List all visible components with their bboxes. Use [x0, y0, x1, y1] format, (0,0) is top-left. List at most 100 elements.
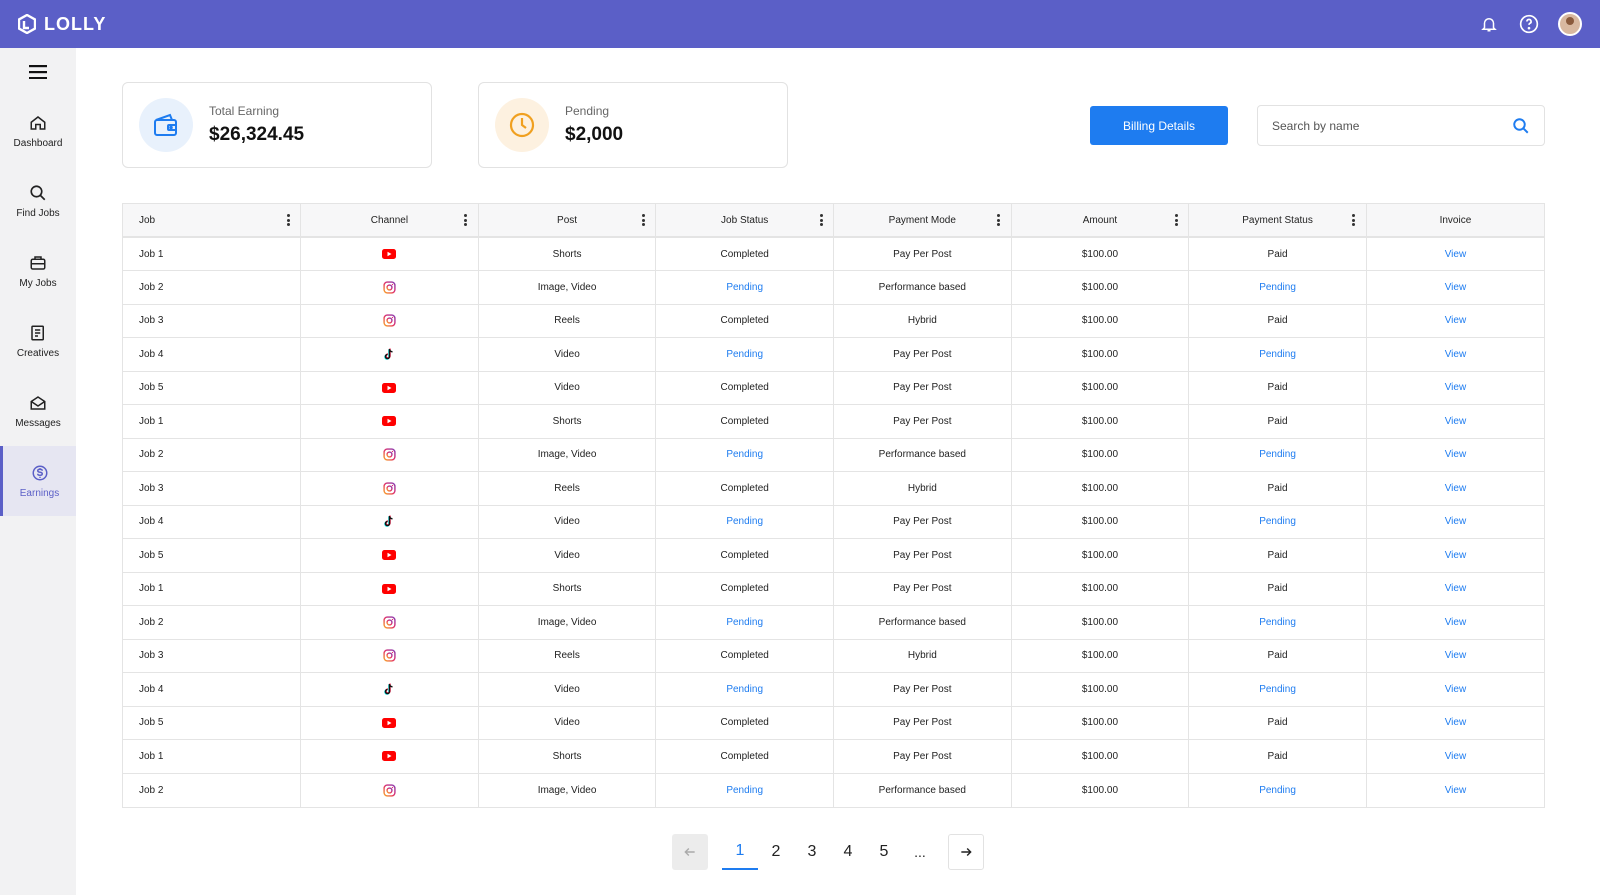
job-status-cell: Completed [655, 538, 834, 573]
payment-mode-cell: Pay Per Post [833, 337, 1012, 372]
payment-status-cell: Pending [1188, 337, 1367, 372]
job-cell: Job 2 [123, 270, 302, 305]
payment-status-cell: Paid [1188, 304, 1367, 338]
amount-cell: $100.00 [1011, 739, 1190, 774]
invoice-view-link[interactable]: View [1366, 471, 1544, 506]
help-icon[interactable] [1518, 13, 1540, 35]
amount-cell: $100.00 [1011, 471, 1190, 506]
column-header-post[interactable]: Post [478, 204, 657, 238]
job-status-cell: Completed [655, 404, 834, 439]
search-input[interactable] [1272, 118, 1512, 133]
channel-cell [300, 538, 479, 573]
job-status-cell: Completed [655, 639, 834, 673]
job-cell: Job 4 [123, 505, 302, 539]
sidebar-item-label: My Jobs [19, 277, 57, 289]
sidebar-item-messages[interactable]: Messages [0, 376, 76, 446]
page-1-button[interactable]: 1 [722, 834, 758, 870]
amount-cell: $100.00 [1011, 438, 1190, 472]
sidebar-item-label: Dashboard [13, 137, 63, 149]
page-4-button[interactable]: 4 [843, 843, 853, 860]
job-status-cell: Pending [655, 438, 834, 472]
kebab-menu-icon[interactable] [464, 214, 468, 226]
kebab-menu-icon[interactable] [997, 214, 1001, 226]
sidebar-item-my-jobs[interactable]: My Jobs [0, 236, 76, 306]
table-row: Job 4 Video Pending Pay Per Post $100.00 Pend… [123, 337, 1544, 372]
billing-details-button[interactable]: Billing Details [1090, 106, 1228, 145]
kebab-menu-icon[interactable] [1352, 214, 1356, 226]
page-2-button[interactable]: 2 [771, 843, 781, 860]
sidebar-item-dashboard[interactable]: Dashboard [0, 96, 76, 166]
invoice-view-link[interactable]: View [1366, 237, 1544, 271]
pending-value: $2,000 [565, 124, 624, 145]
amount-cell: $100.00 [1011, 672, 1190, 707]
search-icon[interactable] [1512, 117, 1530, 135]
table-row: Job 2 Image, Video Pending Performance base… [123, 773, 1544, 807]
job-status-cell: Pending [655, 270, 834, 305]
sidebar-item-creatives[interactable]: Creatives [0, 306, 76, 376]
invoice-view-link[interactable]: View [1366, 672, 1544, 707]
sidebar-item-find-jobs[interactable]: Find Jobs [0, 166, 76, 236]
invoice-view-link[interactable]: View [1366, 538, 1544, 573]
channel-cell [300, 371, 479, 405]
kebab-menu-icon[interactable] [641, 214, 645, 226]
invoice-view-link[interactable]: View [1366, 438, 1544, 472]
invoice-view-link[interactable]: View [1366, 639, 1544, 673]
payment-mode-cell: Performance based [833, 270, 1012, 305]
invoice-view-link[interactable]: View [1366, 706, 1544, 740]
instagram-icon [383, 616, 396, 629]
user-avatar[interactable] [1558, 12, 1582, 36]
bell-icon[interactable] [1478, 13, 1500, 35]
column-header-channel[interactable]: Channel [300, 204, 479, 238]
invoice-view-link[interactable]: View [1366, 404, 1544, 439]
column-header-payment-status[interactable]: Payment Status [1188, 204, 1367, 238]
kebab-menu-icon[interactable] [286, 214, 290, 226]
job-cell: Job 2 [123, 605, 302, 640]
youtube-icon [382, 416, 397, 427]
instagram-icon [383, 482, 396, 495]
search-box [1257, 105, 1545, 146]
clock-icon [495, 98, 549, 152]
table-row: Job 3 Reels Completed Hybrid $100.00 Paid View [123, 639, 1544, 673]
dollar-icon [32, 465, 47, 480]
kebab-menu-icon[interactable] [1174, 214, 1178, 226]
column-header-amount[interactable]: Amount [1011, 204, 1190, 238]
invoice-view-link[interactable]: View [1366, 371, 1544, 405]
column-header-job[interactable]: Job [123, 204, 302, 238]
table-row: Job 1 Shorts Completed Pay Per Post $100.00 P… [123, 237, 1544, 271]
pagination: 1 2 3 4 5 ... [672, 834, 984, 870]
job-status-cell: Completed [655, 572, 834, 606]
channel-cell [300, 672, 479, 707]
amount-cell: $100.00 [1011, 605, 1190, 640]
channel-cell [300, 605, 479, 640]
page-ellipsis: ... [914, 844, 926, 860]
column-header-job-status[interactable]: Job Status [655, 204, 834, 238]
brand-logo[interactable]: LOLLY [18, 14, 106, 35]
column-header-payment-mode[interactable]: Payment Mode [833, 204, 1012, 238]
sidebar: Dashboard Find Jobs My Jobs Creatives Me… [0, 48, 76, 895]
invoice-view-link[interactable]: View [1366, 270, 1544, 305]
invoice-view-link[interactable]: View [1366, 605, 1544, 640]
amount-cell: $100.00 [1011, 304, 1190, 338]
invoice-view-link[interactable]: View [1444, 784, 1467, 796]
sidebar-item-earnings[interactable]: Earnings [0, 446, 76, 516]
next-page-button[interactable] [948, 834, 984, 870]
briefcase-icon [30, 255, 46, 270]
invoice-view-link[interactable]: View [1366, 739, 1544, 774]
invoice-view-link[interactable]: View [1366, 337, 1544, 372]
menu-toggle[interactable] [0, 48, 76, 96]
invoice-view-link[interactable]: View [1366, 572, 1544, 606]
payment-mode-cell: Performance based [833, 438, 1012, 472]
post-cell: Image, Video [478, 605, 657, 640]
amount-cell: $100.00 [1011, 270, 1190, 305]
table-header-row: Job Channel Post Job Status Payment Mode… [123, 204, 1544, 238]
payment-status-cell: Paid [1188, 538, 1367, 573]
page-3-button[interactable]: 3 [807, 843, 817, 860]
kebab-menu-icon[interactable] [819, 214, 823, 226]
page-5-button[interactable]: 5 [879, 843, 889, 860]
invoice-view-link[interactable]: View [1366, 505, 1544, 539]
payment-mode-cell: Hybrid [833, 304, 1012, 338]
invoice-view-link[interactable]: View [1366, 304, 1544, 338]
job-status-cell: Completed [655, 471, 834, 506]
prev-page-button[interactable] [672, 834, 708, 870]
tiktok-icon [383, 348, 395, 361]
